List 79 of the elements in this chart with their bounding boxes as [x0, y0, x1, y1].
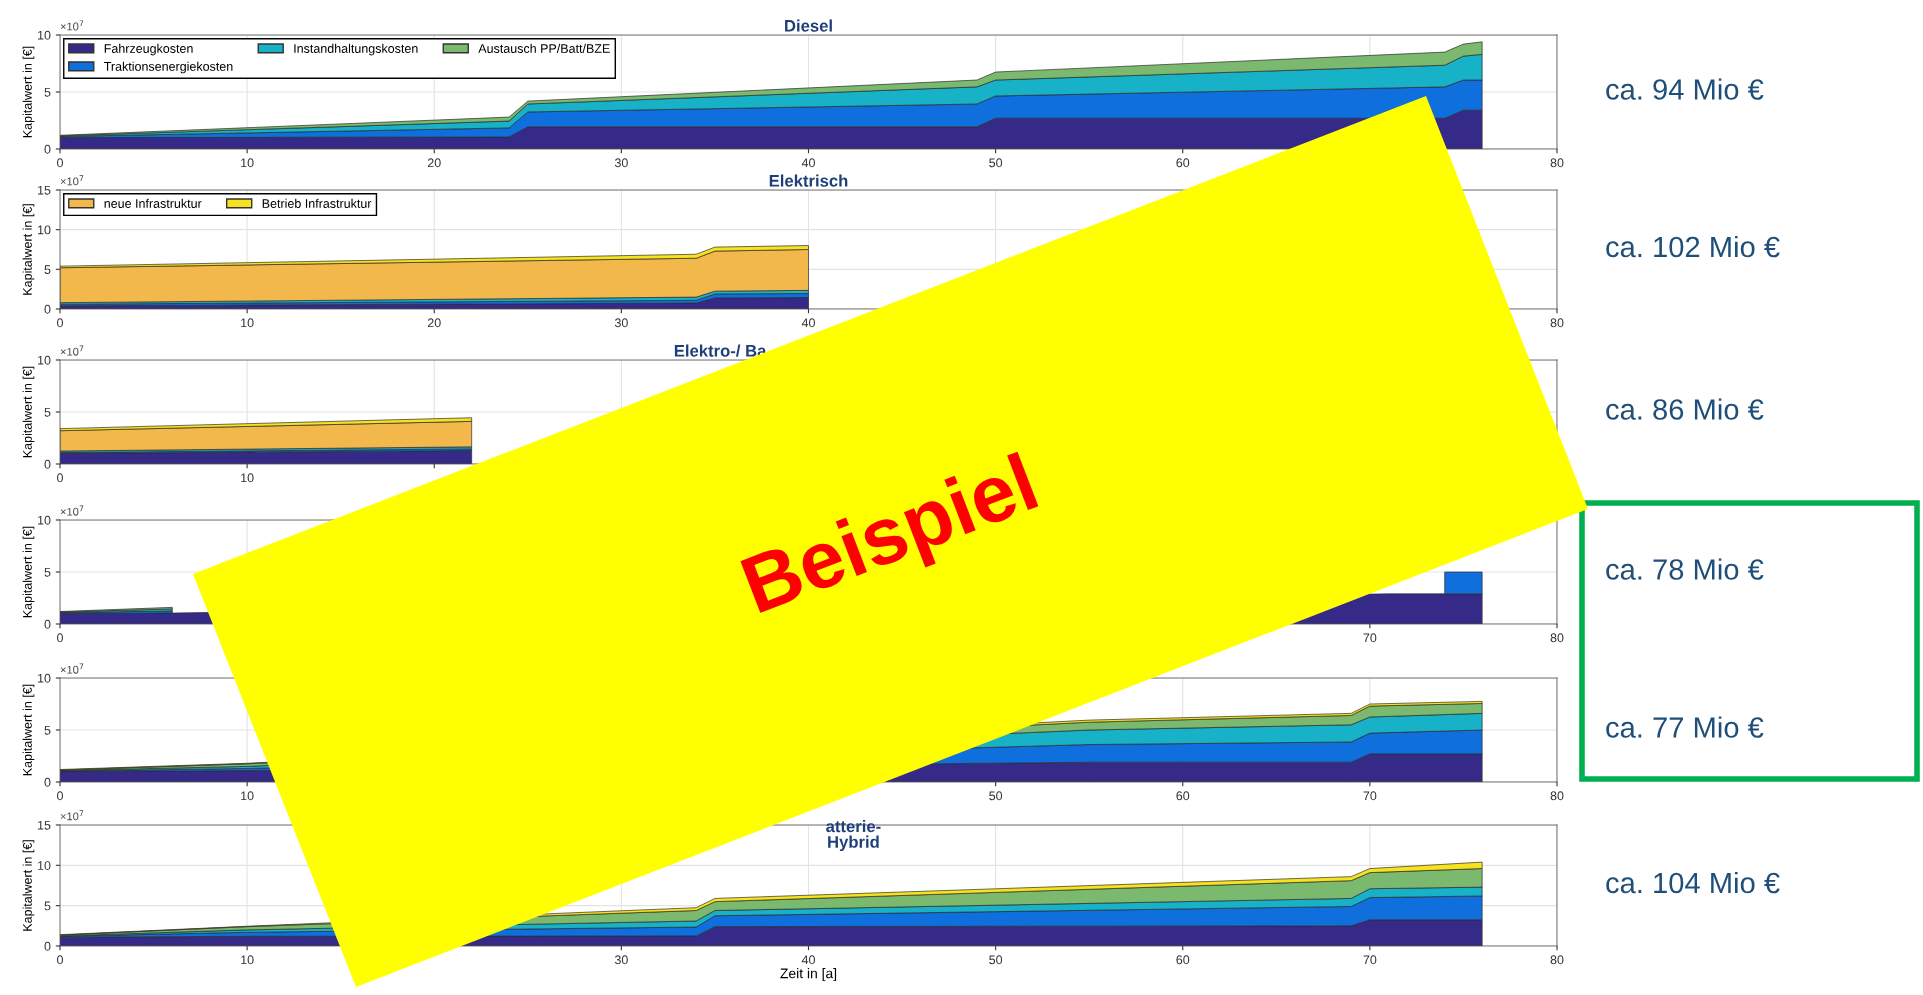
legend-label: Betrieb Infrastruktur	[262, 198, 372, 208]
y-tick-label: 5	[44, 87, 51, 97]
y-axis-title: Kapitalwert in [€]	[22, 840, 35, 931]
text: ×10$^{7}$	[60, 663, 84, 674]
y-axis-title: Kapitalwert in [€]	[22, 526, 35, 618]
x-tick-label: 10	[241, 318, 254, 328]
y-tick-label: 0	[44, 304, 51, 314]
x-tick-label: 10	[241, 955, 254, 965]
x-tick-label: 40	[801, 955, 815, 965]
x-tick-label: 0	[57, 955, 63, 965]
text: ca. 86 Mio €	[1606, 398, 1764, 420]
y-tick-label: 0	[44, 777, 51, 787]
text: ca. 77 Mio €	[1606, 716, 1764, 738]
x-tick-label: 30	[614, 158, 628, 168]
x-tick-label: 50	[989, 158, 1003, 168]
y-tick-label: 0	[44, 941, 51, 951]
x-tick-label: 80	[1550, 955, 1564, 965]
y-tick-label: 0	[44, 619, 51, 629]
text: ×10$^{7}$	[60, 505, 84, 516]
x-tick-label: 10	[241, 158, 254, 168]
y-tick-label: 10	[38, 355, 51, 365]
x-tick-label: 60	[1176, 158, 1190, 168]
legend-label: Fahrzeugkosten	[104, 43, 193, 56]
text: ×10$^{7}$	[60, 175, 84, 186]
y-axis-title: Kapitalwert in [€]	[22, 46, 35, 138]
x-tick-label: 40	[801, 318, 815, 328]
x-tick-label: 80	[1550, 318, 1564, 328]
y-tick-label: 5	[44, 901, 51, 911]
x-tick-label: 0	[57, 791, 63, 801]
y-tick-label: 10	[38, 225, 51, 235]
x-tick-label: 80	[1550, 633, 1564, 643]
x-tick-label: 10	[241, 791, 254, 801]
y-axis-title: Kapitalwert in [€]	[22, 684, 35, 776]
x-tick-label: 30	[614, 955, 628, 965]
text: ca. 102 Mio €	[1606, 235, 1780, 258]
x-tick-label: 0	[57, 318, 63, 328]
y-tick-label: 5	[44, 567, 51, 577]
y-axis-title: Kapitalwert in [€]	[22, 366, 35, 458]
text: ×10$^{7}$	[60, 345, 84, 356]
x-tick-label: 60	[1176, 791, 1190, 801]
legend-label: Austausch PP/Batt/BZE	[478, 43, 610, 53]
chart-title: atterie- Hybrid	[826, 820, 881, 852]
text: ca. 78 Mio €	[1606, 558, 1764, 580]
y-tick-label: 10	[38, 30, 51, 40]
legend-label: Instandhaltungskosten	[294, 43, 418, 56]
text: ×10$^{7}$	[60, 810, 84, 821]
x-tick-label: 50	[989, 791, 1003, 801]
chart-title: Elektrisch	[769, 174, 848, 187]
x-tick-label: 0	[57, 158, 63, 168]
text: ca. 104 Mio €	[1606, 871, 1780, 894]
x-tick-label: 80	[1550, 791, 1564, 801]
y-tick-label: 10	[38, 515, 51, 525]
x-tick-label: 80	[1550, 158, 1564, 168]
legend-label: Traktionsenergiekosten	[104, 61, 233, 74]
y-tick-label: 0	[44, 459, 51, 469]
x-tick-label: 70	[1363, 633, 1377, 643]
y-axis-title: Kapitalwert in [€]	[22, 204, 35, 295]
y-tick-label: 5	[44, 265, 51, 274]
y-tick-label: 5	[44, 407, 51, 417]
y-tick-label: 5	[44, 725, 51, 735]
legend-label: neue Infrastruktur	[104, 198, 202, 208]
x-tick-label: 30	[614, 318, 628, 328]
text: ×10$^{7}$	[60, 20, 84, 31]
x-tick-label: 50	[989, 955, 1003, 965]
text: ca. 94 Mio €	[1606, 78, 1764, 100]
chart-title: Diesel	[785, 19, 832, 32]
x-axis-title: Zeit in [a]	[780, 968, 837, 982]
x-tick-label: 70	[1363, 791, 1377, 801]
y-tick-label: 15	[38, 185, 51, 195]
x-tick-label: 60	[1176, 955, 1190, 965]
x-tick-label: 0	[57, 633, 63, 643]
x-tick-label: 40	[801, 158, 815, 168]
y-tick-label: 15	[38, 820, 51, 830]
y-tick-label: 10	[38, 861, 51, 870]
y-tick-label: 0	[44, 144, 51, 154]
x-tick-label: 20	[427, 158, 441, 168]
y-tick-label: 10	[38, 673, 51, 683]
x-tick-label: 70	[1363, 955, 1377, 965]
x-tick-label: 20	[427, 318, 441, 328]
